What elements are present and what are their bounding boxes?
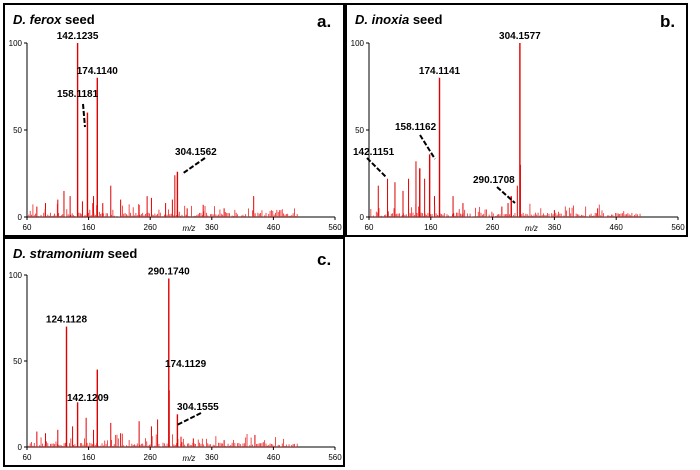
x-tick-label: 460 [610,223,624,232]
y-tick-label: 0 [18,213,23,222]
panel-letter-b: b. [660,12,675,31]
peak-label: 174.1129 [165,359,207,370]
peak-label: 304.1562 [175,147,217,158]
peak-label: 174.1141 [419,66,461,77]
peak-label: 290.1708 [473,175,515,186]
y-tick-label: 50 [355,126,364,135]
y-tick-label: 0 [360,213,365,222]
spectrum-panel-b: D. inoxia seed b. 60 160 260 360 460 560 0 50 10… [345,3,688,237]
peak-label: 290.1740 [148,266,190,277]
peak-label: 304.1555 [177,402,219,413]
x-tick-label: 260 [486,223,500,232]
y-tick-label: 100 [9,39,23,48]
peak-label: 142.1235 [57,31,99,42]
leader-line [419,134,436,160]
x-tick-label: 360 [205,223,219,232]
panel-letter-a: a. [317,12,331,31]
peak-label: 174.1140 [77,66,119,77]
leader-line [366,157,387,178]
x-tick-label: 360 [205,453,219,462]
y-tick-label: 0 [18,443,23,452]
peak-label: 142.1209 [67,393,109,404]
peak-label: 142.1151 [353,147,395,158]
spectrum-plot-c: D. stramonium seed c. 60 160 260 360 460 560 0… [9,246,343,463]
x-tick-label: 260 [144,223,158,232]
x-tick-label: 460 [267,453,281,462]
x-tick-label: 460 [267,223,281,232]
leader-line [82,103,86,128]
peak-label: 158.1162 [395,122,437,133]
x-axis-label: m/z [525,224,538,233]
x-tick-label: 560 [671,223,685,232]
x-tick-label: 60 [23,223,32,232]
y-tick-label: 50 [13,126,22,135]
peak-label: 124.1128 [46,315,88,326]
x-tick-label: 160 [82,453,96,462]
x-tick-label: 560 [328,223,342,232]
spectrum-plot-b: D. inoxia seed b. 60 160 260 360 460 560 0 50 10… [351,12,686,233]
axes [26,43,335,218]
panel-title-b: D. inoxia seed [355,12,443,27]
x-tick-label: 60 [23,453,32,462]
panel-title-c: D. stramonium seed [13,246,137,261]
x-tick-label: 560 [328,453,342,462]
leader-line [176,412,202,426]
x-tick-label: 60 [365,223,374,232]
panel-title-a: D. ferox seed [13,12,95,27]
spectrum-panel-c: D. stramonium seed c. 60 160 260 360 460 560 0… [3,237,345,467]
peak-label: 304.1577 [499,31,541,42]
panel-letter-c: c. [317,250,331,269]
x-tick-label: 260 [144,453,158,462]
y-tick-label: 100 [351,39,365,48]
y-tick-label: 100 [9,271,23,280]
x-tick-label: 160 [424,223,438,232]
leader-line [181,157,206,175]
leader-line [496,186,516,204]
x-axis-label: m/z [183,224,196,233]
peak-label: 158.1181 [57,89,99,100]
spectrum-panel-a: D. ferox seed a. 60 160 260 360 460 560 0 50 100… [3,3,345,237]
y-tick-label: 50 [13,357,22,366]
x-axis-label: m/z [183,454,196,463]
x-tick-label: 360 [548,223,562,232]
spectrum-plot-a: D. ferox seed a. 60 160 260 360 460 560 0 50 100… [9,12,343,233]
x-tick-label: 160 [82,223,96,232]
